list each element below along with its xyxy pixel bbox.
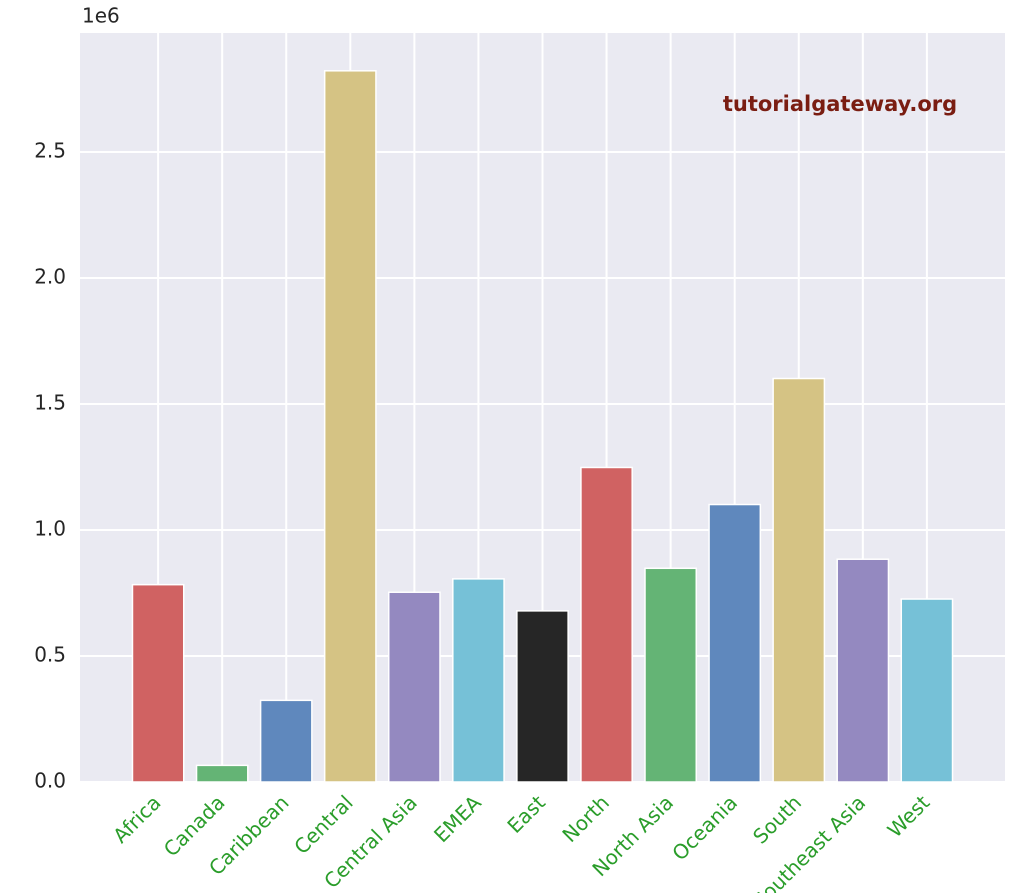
bar	[452, 578, 505, 783]
bar	[580, 466, 633, 783]
bar	[644, 567, 698, 783]
bar	[259, 699, 313, 783]
bar	[708, 503, 762, 783]
x-tick-label: EMEA	[429, 790, 486, 847]
y-tick-label: 0.0	[34, 769, 66, 793]
x-tick-label: Oceania	[667, 790, 742, 865]
y-tick-label: 1.5	[34, 390, 66, 414]
bar	[323, 70, 377, 783]
bar	[516, 610, 569, 783]
bar	[387, 591, 441, 783]
bar	[836, 558, 890, 783]
x-tick-label: South	[748, 790, 806, 848]
bar	[900, 598, 954, 783]
y-tick-label: 1.0	[34, 516, 66, 540]
y-tick-label: 2.5	[34, 138, 66, 162]
y-tick-label: 0.5	[34, 642, 66, 666]
x-tick-label: North	[557, 790, 614, 847]
bar	[772, 377, 826, 783]
x-tick-label: Africa	[108, 790, 165, 847]
x-tick-label: East	[502, 790, 550, 838]
y-tick-label: 2.0	[34, 264, 66, 288]
offset-label: 1e6	[82, 4, 120, 28]
watermark: tutorialgateway.org	[723, 92, 957, 116]
bar	[131, 583, 185, 783]
bar	[195, 764, 249, 783]
x-tick-label: West	[883, 790, 935, 842]
